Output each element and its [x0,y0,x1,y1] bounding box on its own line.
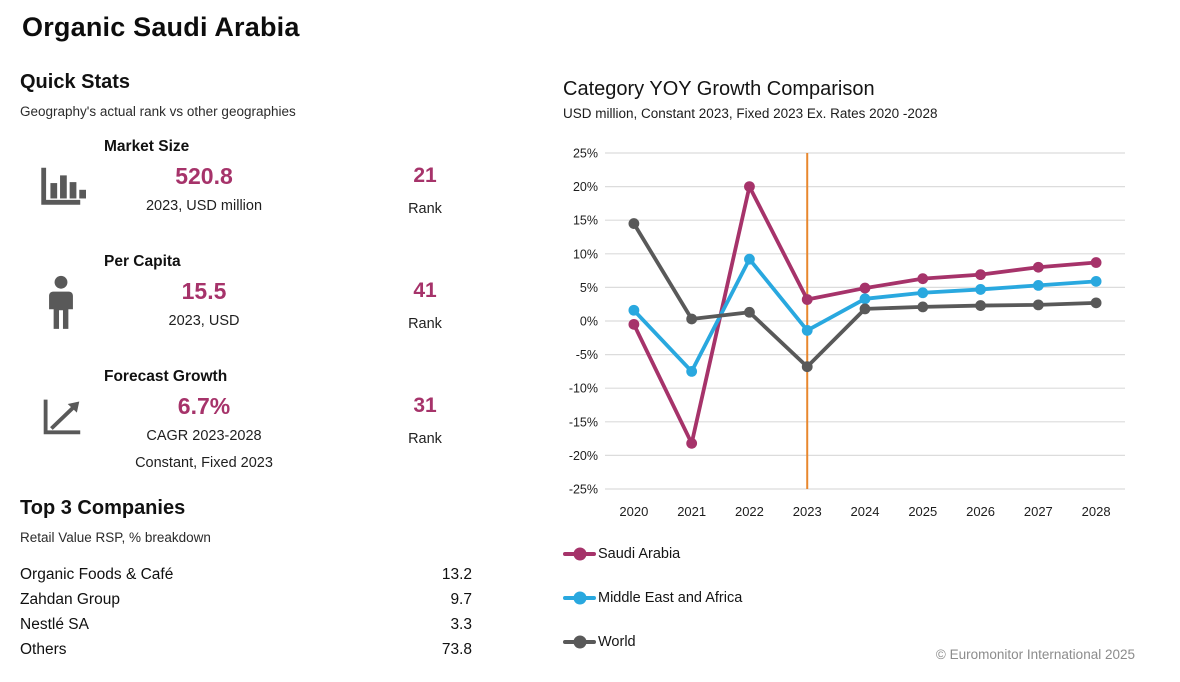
svg-text:-5%: -5% [576,348,598,362]
svg-text:2025: 2025 [908,504,937,519]
stat-market-size: Market Size 520.8 2023, USD million 21 R… [22,138,500,217]
svg-text:2024: 2024 [851,504,880,519]
table-row: Nestlé SA 3.3 [20,612,472,637]
stat-caption: Constant, Fixed 2023 [135,455,273,471]
stat-caption: 2023, USD million [145,198,263,214]
company-name: Others [20,641,67,658]
stat-value: 15.5 [181,278,227,304]
legend-item-saudi-arabia[interactable]: Saudi Arabia [563,543,742,565]
svg-text:-20%: -20% [569,449,598,463]
stat-rank: 41 Rank [370,253,480,332]
stat-forecast-growth: Forecast Growth 6.7% CAGR 2023-2028 Cons… [22,368,500,474]
rank-value: 41 [413,279,437,302]
svg-text:25%: 25% [573,147,598,161]
legend-item-middle-east-and-africa[interactable]: Middle East and Africa [563,587,742,609]
legend-dot [573,635,586,649]
svg-text:0%: 0% [580,315,598,329]
svg-text:5%: 5% [580,281,598,295]
table-row: Organic Foods & Café 13.2 [20,562,472,587]
svg-text:20%: 20% [573,180,598,194]
rank-label: Rank [408,431,442,447]
company-value: 9.7 [450,591,472,608]
stat-label: Per Capita [104,253,181,270]
legend-dot [573,591,586,605]
bar-chart-icon [36,160,88,210]
table-row: Others 73.8 [20,637,472,662]
stat-rank: 21 Rank [370,138,480,217]
svg-text:2023: 2023 [793,504,822,519]
stat-caption: CAGR 2023-2028 [146,428,262,444]
svg-text:2021: 2021 [677,504,706,519]
svg-text:10%: 10% [573,247,598,261]
rank-value: 31 [413,394,437,417]
top-companies-heading: Top 3 Companies [20,497,186,519]
stat-value: 520.8 [175,163,233,189]
table-row: Zahdan Group 9.7 [20,587,472,612]
legend-label: Middle East and Africa [598,590,743,606]
legend-label: World [598,634,636,650]
svg-text:-10%: -10% [569,382,598,396]
rank-label: Rank [408,201,442,217]
quick-stats-subtitle: Geography's actual rank vs other geograp… [20,104,296,119]
svg-text:-15%: -15% [569,415,598,429]
chart-legend: Saudi Arabia Middle East and Africa Worl… [563,543,742,675]
svg-text:-25%: -25% [569,483,598,497]
stat-per-capita: Per Capita 15.5 2023, USD 41 Rank [22,253,500,332]
stat-main: Forecast Growth 6.7% CAGR 2023-2028 Cons… [104,368,304,474]
legend-marker [563,591,596,605]
company-name: Zahdan Group [20,591,120,608]
svg-text:2022: 2022 [735,504,764,519]
svg-text:2028: 2028 [1082,504,1111,519]
legend-marker [563,547,596,561]
copyright-text: © Euromonitor International 2025 [935,647,1135,662]
svg-text:2020: 2020 [619,504,648,519]
svg-text:2026: 2026 [966,504,995,519]
stat-main: Market Size 520.8 2023, USD million [104,138,304,217]
yoy-growth-line-chart: 25% 20% 15% 10% 5% 0% -5% -10% -15% -20% -25% 2020 2… [569,147,1125,519]
svg-text:15%: 15% [573,214,598,228]
legend-marker [563,635,596,649]
trend-up-icon [36,390,88,440]
legend-dot [573,547,586,561]
top-companies-subtitle: Retail Value RSP, % breakdown [20,530,211,545]
company-table: Organic Foods & Café 13.2 Zahdan Group 9… [20,562,472,662]
stat-caption: 2023, USD [168,313,240,329]
company-value: 3.3 [450,616,472,633]
chart-title: Category YOY Growth Comparison [563,78,875,100]
person-icon [36,275,88,331]
quick-stats-heading: Quick Stats [20,71,131,93]
chart-subtitle: USD million, Constant 2023, Fixed 2023 E… [563,106,938,121]
stat-main: Per Capita 15.5 2023, USD [104,253,304,332]
company-name: Organic Foods & Café [20,566,174,583]
stat-label: Market Size [104,138,190,155]
stat-label: Forecast Growth [104,368,228,385]
page-title: Organic Saudi Arabia [22,12,300,42]
legend-item-world[interactable]: World [563,631,742,653]
company-value: 13.2 [441,566,472,583]
rank-value: 21 [413,164,437,187]
legend-label: Saudi Arabia [598,546,681,562]
stat-rank: 31 Rank [370,368,480,447]
stat-value: 6.7% [177,393,231,419]
company-value: 73.8 [441,641,472,658]
company-name: Nestlé SA [20,616,89,633]
rank-label: Rank [408,316,442,332]
svg-text:2027: 2027 [1024,504,1053,519]
